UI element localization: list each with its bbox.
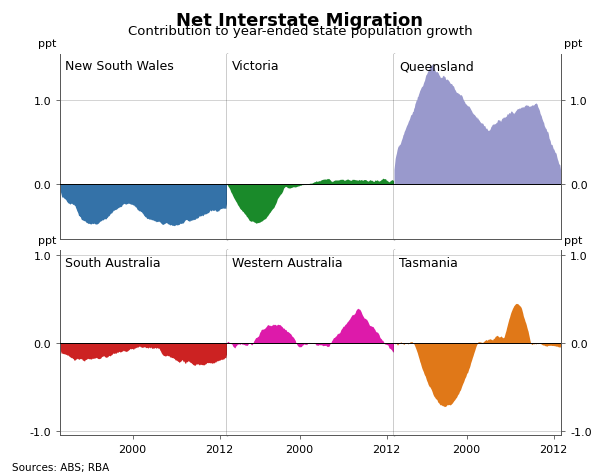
Text: New South Wales: New South Wales bbox=[65, 60, 174, 73]
Text: ppt: ppt bbox=[38, 39, 56, 49]
Text: Queensland: Queensland bbox=[399, 60, 474, 73]
Text: Sources: ABS; RBA: Sources: ABS; RBA bbox=[12, 462, 109, 472]
Text: Contribution to year-ended state population growth: Contribution to year-ended state populat… bbox=[128, 25, 472, 38]
Text: ppt: ppt bbox=[565, 235, 583, 245]
Text: Net Interstate Migration: Net Interstate Migration bbox=[176, 12, 424, 30]
Text: Western Australia: Western Australia bbox=[232, 256, 343, 269]
Text: Tasmania: Tasmania bbox=[399, 256, 458, 269]
Text: ppt: ppt bbox=[38, 235, 56, 245]
Text: South Australia: South Australia bbox=[65, 256, 161, 269]
Text: ppt: ppt bbox=[565, 39, 583, 49]
Text: Victoria: Victoria bbox=[232, 60, 280, 73]
